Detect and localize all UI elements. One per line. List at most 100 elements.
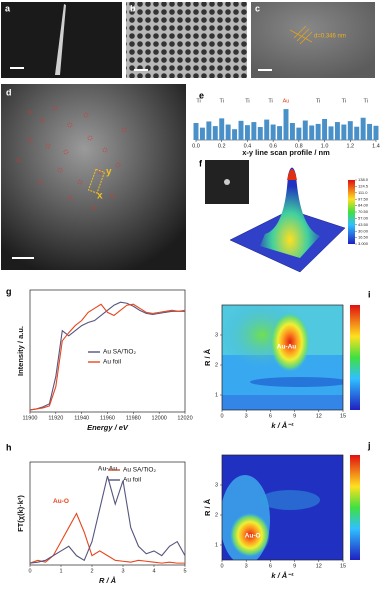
- bar: [238, 120, 244, 140]
- annotation: Ti: [316, 98, 320, 104]
- legend-label: Au foil: [123, 477, 142, 484]
- x-axis-label: k / Å⁻¹: [271, 571, 294, 580]
- annotation: Au: [283, 98, 290, 104]
- x-tick-label: 11960: [100, 415, 115, 421]
- y-tick-label: 2: [215, 362, 218, 368]
- panel-label: e: [199, 90, 204, 100]
- annotation: Ti: [364, 98, 368, 104]
- y-axis-label: FT(χ(k)·k³): [16, 495, 25, 532]
- x-tick-label: 12020: [177, 415, 192, 421]
- panel-label: c: [255, 3, 260, 13]
- bar: [315, 123, 321, 140]
- x-tick-label: 2: [90, 568, 93, 574]
- x-tick-label: 1.2: [346, 143, 354, 149]
- wavelet-map-j: [222, 455, 343, 560]
- colorbar: [348, 180, 355, 244]
- bar: [289, 123, 295, 140]
- colorbar-label: 16.50: [358, 235, 369, 240]
- bar: [283, 109, 289, 140]
- annotation: Au-Au: [277, 344, 297, 351]
- panel-label: h: [6, 442, 12, 452]
- bar: [347, 121, 353, 140]
- x-tick-label: 0: [220, 563, 223, 569]
- x-tick-label: 12000: [152, 415, 167, 421]
- panel-label: a: [5, 3, 11, 13]
- x-axis-label: R / Å: [99, 576, 116, 585]
- annotation: Ti: [268, 98, 272, 104]
- inset-atom: [224, 179, 230, 185]
- annotation: Au-O: [53, 498, 69, 505]
- atom-markers: [15, 105, 127, 211]
- bar: [322, 118, 328, 140]
- x-tick-label: 1: [59, 568, 62, 574]
- colorbar-label: 43.50: [358, 222, 369, 227]
- plot-frame: [29, 461, 186, 566]
- colorbar-label: 30.00: [358, 228, 369, 233]
- colorbar-label: 84.00: [358, 203, 369, 208]
- x-tick-label: 15: [340, 563, 346, 569]
- x-tick-label: 0.6: [269, 143, 277, 149]
- x-axis-label: Energy / eV: [87, 423, 129, 432]
- bar: [334, 122, 340, 140]
- series-line: [29, 301, 185, 411]
- y-tick-label: 2: [215, 512, 218, 518]
- x-tick-label: 9: [293, 563, 296, 569]
- y-tick-label: 1: [215, 392, 218, 398]
- lattice-lines: [289, 25, 313, 45]
- x-tick-label: 12: [316, 413, 322, 419]
- x-tick-label: 11980: [126, 415, 141, 421]
- x-tick-label: 0.2: [218, 143, 226, 149]
- bar: [296, 127, 302, 140]
- bar: [199, 127, 205, 140]
- y-tick-label: 3: [215, 482, 218, 488]
- texture: [251, 2, 375, 78]
- needle: [55, 4, 66, 75]
- legend-label: Au SA/TiO₂: [103, 349, 136, 356]
- y-tick-label: 3: [215, 332, 218, 338]
- y-axis-label: Intensity / a.u.: [16, 326, 25, 376]
- bar: [341, 124, 347, 140]
- bar: [232, 129, 238, 140]
- panel-label: i: [368, 289, 371, 299]
- x-tick-label: 4: [152, 568, 155, 574]
- annotation: Ti: [342, 98, 346, 104]
- x-tick-label: 11940: [74, 415, 89, 421]
- annotation: Ti: [245, 98, 249, 104]
- x-tick-label: 3: [245, 563, 248, 569]
- x-tick-label: 0.8: [295, 143, 303, 149]
- y-tick-label: 1: [215, 542, 218, 548]
- bar: [328, 126, 334, 140]
- marker-label: x: [97, 191, 103, 202]
- panel-label: b: [130, 3, 136, 13]
- bar: [360, 117, 366, 140]
- marker-label: y: [106, 167, 112, 178]
- bar: [193, 123, 199, 140]
- x-tick-label: 0: [220, 413, 223, 419]
- bar: [244, 125, 250, 140]
- bar: [264, 119, 270, 140]
- annotation: Ti: [196, 98, 200, 104]
- x-tick-label: 1.0: [321, 143, 329, 149]
- image-d: [1, 84, 186, 270]
- x-axis-label: k / Å⁻¹: [271, 421, 294, 430]
- x-tick-label: 3: [245, 413, 248, 419]
- surface-top: [287, 169, 297, 180]
- colorbar-label: 138.0: [358, 177, 369, 182]
- legend-label: Au SA/TiO₂: [123, 467, 156, 474]
- y-axis-label: R / Å: [203, 348, 212, 366]
- surface-peak: [260, 167, 320, 258]
- colorbar-label: 70.50: [358, 209, 369, 214]
- bar: [251, 122, 257, 140]
- legend-label: Au foil: [103, 359, 122, 366]
- x-tick-label: 0.4: [244, 143, 252, 149]
- series-line: [29, 512, 185, 564]
- x-tick-label: 6: [269, 563, 272, 569]
- panel-label: j: [367, 440, 371, 450]
- x-tick-label: 11900: [23, 415, 38, 421]
- colorbar-label: 111.0: [358, 190, 368, 195]
- x-tick-label: 11920: [48, 415, 63, 421]
- colorbar-label: 124.5: [358, 183, 369, 188]
